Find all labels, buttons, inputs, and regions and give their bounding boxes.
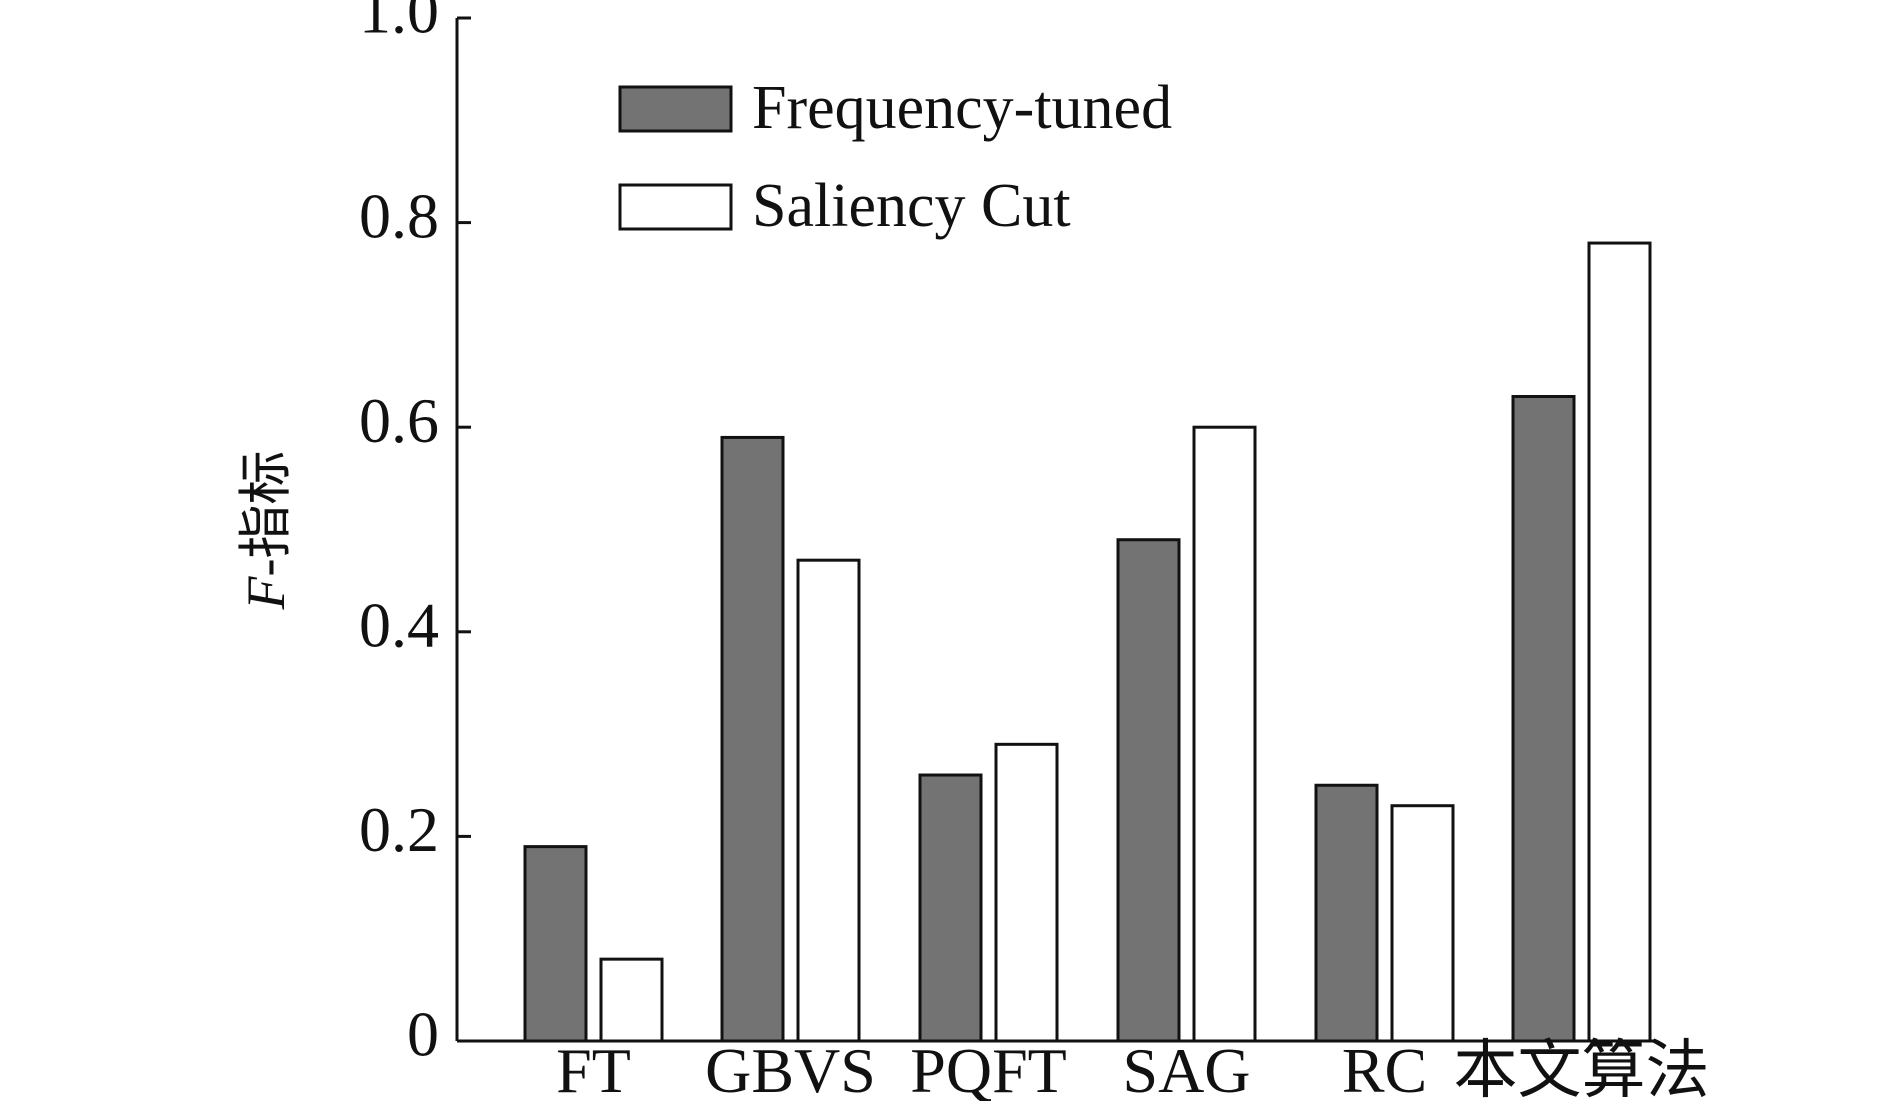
x-tick-label: RC xyxy=(1342,1035,1427,1101)
bar-saliency-cut-6 xyxy=(1587,241,1652,1043)
y-ticks-group: 0 0.2 0.4 0.6 0.8 1.0 xyxy=(359,0,471,1070)
bar-saliency-cut-2 xyxy=(796,558,861,1043)
bar-frequency-tuned-5 xyxy=(1314,783,1379,1043)
x-tick-labels-group: FT GBVS PQFT SAG RC 本文算法 xyxy=(556,1035,1709,1101)
y-tick-label: 0 xyxy=(407,999,439,1070)
bar-frequency-tuned-6 xyxy=(1511,395,1576,1043)
legend-label-frequency-tuned: Frequency-tuned xyxy=(752,74,1172,142)
y-tick-label: 0.8 xyxy=(359,180,439,251)
x-tick-label: PQFT xyxy=(910,1035,1067,1101)
bar-frequency-tuned-2 xyxy=(720,435,785,1043)
x-tick-label: SAG xyxy=(1122,1035,1250,1101)
y-tick-label: 1.0 xyxy=(359,0,439,47)
y-tick-label: 0.4 xyxy=(359,589,439,660)
bar-frequency-tuned-3 xyxy=(918,773,983,1043)
y-axis-label-rest: -指标 xyxy=(236,451,296,577)
bar-frequency-tuned-4 xyxy=(1116,538,1181,1043)
bar-saliency-cut-5 xyxy=(1390,804,1455,1043)
legend-swatch-saliency-cut xyxy=(618,183,733,231)
bar-frequency-tuned-1 xyxy=(523,845,588,1043)
bar-saliency-cut-4 xyxy=(1192,425,1257,1043)
y-axis-label-italic: F xyxy=(236,575,296,610)
x-tick-label: GBVS xyxy=(705,1035,876,1101)
legend: Frequency-tuned Saliency Cut xyxy=(618,74,1172,240)
y-axis-label: F-指标 xyxy=(236,451,296,611)
bars-group xyxy=(523,241,1652,1043)
legend-swatch-frequency-tuned xyxy=(618,85,733,133)
axes-group xyxy=(455,18,1654,1043)
legend-label-saliency-cut: Saliency Cut xyxy=(752,172,1071,240)
x-tick-label: FT xyxy=(556,1035,631,1101)
y-tick-label: 0.6 xyxy=(359,385,439,456)
y-tick-label: 0.2 xyxy=(359,794,439,865)
x-tick-label: 本文算法 xyxy=(1454,1035,1710,1101)
bar-saliency-cut-1 xyxy=(599,957,664,1043)
bar-saliency-cut-3 xyxy=(994,742,1059,1043)
